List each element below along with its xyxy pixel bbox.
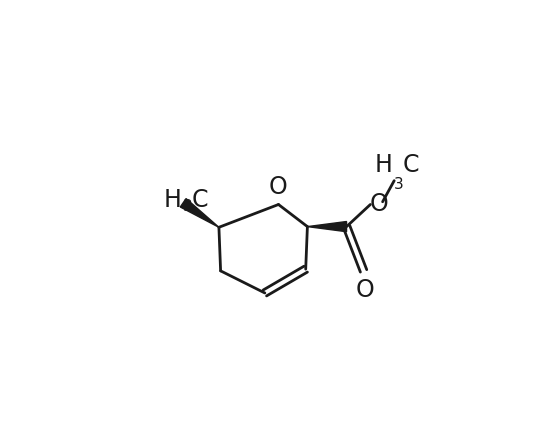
Polygon shape	[307, 221, 346, 232]
Text: H: H	[163, 188, 182, 212]
Text: 3: 3	[393, 176, 403, 191]
Polygon shape	[180, 198, 219, 227]
Text: C: C	[192, 188, 208, 212]
Text: C: C	[403, 153, 419, 177]
Text: O: O	[269, 175, 288, 199]
Text: O: O	[369, 192, 388, 216]
Text: O: O	[356, 278, 375, 302]
Text: H: H	[375, 153, 393, 177]
Text: 3: 3	[183, 199, 192, 214]
